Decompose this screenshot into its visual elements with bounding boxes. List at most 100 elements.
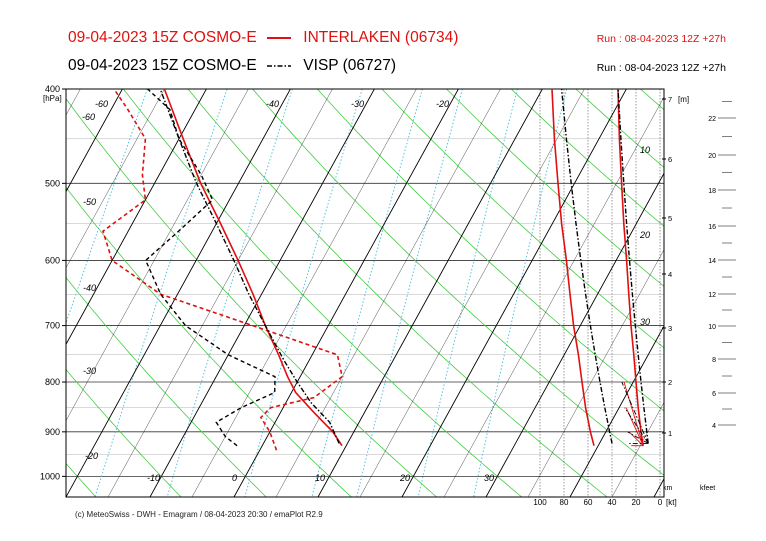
isotherm-label: -20 xyxy=(85,451,98,461)
header-run-2: Run : 08-04-2023 12Z +27h xyxy=(596,62,726,74)
isotherm-label: 10 xyxy=(640,145,650,155)
isotherm-line xyxy=(0,67,8,497)
profiles xyxy=(102,89,649,451)
isotherm-line xyxy=(527,249,664,497)
isotherm-line xyxy=(191,89,417,497)
feet-tick-label: 20 xyxy=(708,153,716,160)
pressure-tick-label: 600 xyxy=(45,255,60,265)
dry-adiabat-line xyxy=(510,89,664,227)
height-tick-label: 5 xyxy=(668,214,672,223)
pressure-tick-label: 500 xyxy=(45,178,60,188)
dry-adiabat-line xyxy=(66,368,182,497)
wind-tick-label: 80 xyxy=(560,498,569,507)
mixing-ratio-line xyxy=(0,89,39,497)
isotherm-label: -20 xyxy=(436,99,449,109)
wind-ray xyxy=(624,407,649,444)
feet-tick-label: 10 xyxy=(708,324,716,331)
isotherm-line xyxy=(107,89,333,497)
header-title-1: 09-04-2023 15Z COSMO-E xyxy=(68,29,257,46)
height-unit-label: [m] xyxy=(678,95,689,104)
wind-tick-label: 20 xyxy=(632,498,641,507)
isotherm-label: -40 xyxy=(83,283,96,293)
dry-adiabat-line xyxy=(744,67,766,501)
wind-direction-line-visp xyxy=(617,89,649,444)
axes: -60-60-50-40-30-20-10 0 10 20 30-40 -30 -20102… xyxy=(40,84,736,507)
isotherm-label: -60 xyxy=(95,99,108,109)
mixing-ratio-line xyxy=(311,89,423,497)
wind-speed-line-visp xyxy=(560,89,613,444)
dry-adiabat-line xyxy=(680,67,766,501)
wind-tick-label: 0 xyxy=(658,498,663,507)
height-tick-label: 7 xyxy=(668,95,672,104)
mixing-ratio-line xyxy=(166,89,293,497)
mixing-ratio-line xyxy=(66,89,148,325)
isotherm-label: -30 xyxy=(351,99,364,109)
height-tick-label: 3 xyxy=(668,324,672,333)
height-tick-label: 4 xyxy=(668,270,672,279)
mixing-ratio-line xyxy=(417,89,518,497)
feet-tick-label: 4 xyxy=(712,423,716,430)
mixing-ratio-line xyxy=(356,89,463,497)
dewpoint-line-interlaken xyxy=(102,89,344,451)
isotherm-label: -10 xyxy=(147,473,160,483)
isotherm-label: -40 xyxy=(266,99,279,109)
feet-tick-label: 14 xyxy=(708,258,716,265)
isotherm-label: 30 xyxy=(484,473,494,483)
isotherm-line xyxy=(66,89,165,269)
header-title-2: 09-04-2023 15Z COSMO-E xyxy=(68,57,257,74)
header-station-2: VISP (06727) xyxy=(303,57,397,74)
isotherm-line xyxy=(66,89,291,497)
isotherm-label: 20 xyxy=(639,230,650,240)
feet-tick-label: 16 xyxy=(708,224,716,231)
temperature-line-interlaken xyxy=(163,89,343,447)
feet-tick-label: 6 xyxy=(712,391,716,398)
dry-adiabat-line xyxy=(316,89,664,412)
footer-credit: (c) MeteoSwiss - DWH - Emagram / 08-04-2… xyxy=(75,510,323,519)
dry-adiabat-line xyxy=(187,89,608,497)
temperature-line-visp xyxy=(159,89,340,444)
wind-tick-label: 100 xyxy=(533,498,547,507)
header-line-interlaken: 09-04-2023 15Z COSMO-E INTERLAKEN (06734… xyxy=(68,29,458,47)
wind-direction-line-interlaken xyxy=(617,89,644,446)
wind-tick-label: 40 xyxy=(608,498,617,507)
pressure-tick-label: 1000 xyxy=(40,471,60,481)
mixing-ratio-line xyxy=(94,89,228,497)
pressure-unit-label: [hPa] xyxy=(43,94,62,103)
isotherm-line xyxy=(696,67,766,497)
feet-tick-label: 8 xyxy=(712,357,716,364)
header-station-1: INTERLAKEN (06734) xyxy=(303,29,459,46)
dry-adiabat-line xyxy=(122,89,523,497)
dry-adiabat-line xyxy=(66,186,352,497)
isotherm-line xyxy=(0,67,50,497)
dry-adiabat-line xyxy=(381,89,664,349)
pressure-tick-label: 700 xyxy=(45,321,60,331)
wind-speed-line-interlaken xyxy=(551,89,595,446)
isotherm-label: 10 xyxy=(315,473,325,483)
dry-adiabat-line xyxy=(66,276,267,497)
isotherm-line xyxy=(317,89,543,497)
isotherm-line xyxy=(66,89,123,193)
wind-ray xyxy=(627,431,649,444)
feet-tick-label: 22 xyxy=(708,116,716,123)
wind-ray xyxy=(623,381,644,446)
feet-tick-label: 12 xyxy=(708,292,716,299)
isotherm-line xyxy=(443,96,664,497)
isotherm-line xyxy=(401,89,627,497)
emagram-grid xyxy=(0,67,766,501)
dry-adiabat-line xyxy=(445,89,664,287)
isotherm-line xyxy=(66,89,249,421)
isotherm-label: 30 xyxy=(640,317,650,327)
height-tick-label: 2 xyxy=(668,378,672,387)
height-tick-label: 1 xyxy=(668,429,672,438)
isotherm-label: -60 xyxy=(82,112,95,122)
feet-unit-label: kfeet xyxy=(700,485,715,492)
wind-unit-label: [kt] xyxy=(666,498,677,507)
isotherm-line xyxy=(738,67,766,497)
isotherm-line xyxy=(569,325,664,497)
isotherm-line xyxy=(66,89,207,346)
isotherm-label: 0 xyxy=(232,473,237,483)
pressure-tick-label: 900 xyxy=(45,427,60,437)
isotherm-label: -50 xyxy=(83,197,96,207)
plot-frame xyxy=(65,88,665,498)
